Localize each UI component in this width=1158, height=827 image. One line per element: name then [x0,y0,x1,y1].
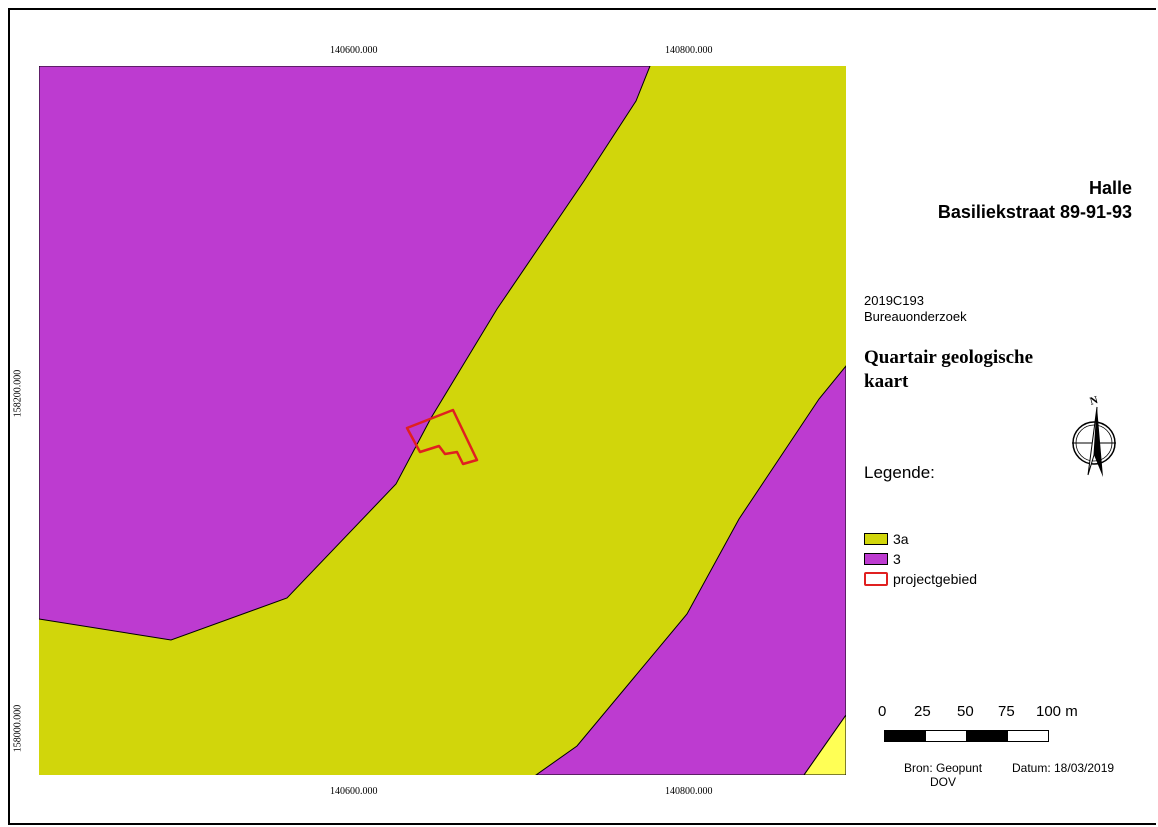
legend-item-3: 3 [864,549,977,569]
legend-title: Legende: [864,463,935,482]
project-area-outline [405,408,479,466]
map-date: Datum: 18/03/2019 [1012,761,1115,775]
legend-swatch-3a [864,533,888,545]
map-title: Halle Basiliekstraat 89-91-93 [870,176,1132,224]
scale-label-0: 0 [878,703,887,720]
geological-map[interactable] [39,66,846,775]
scale-label-100: 100 m [1036,703,1078,720]
legend-item-projectgebied: projectgebied [864,569,977,589]
map-unit-yellow-corner [803,714,846,775]
map-subject-line1: Quartair geologische [864,347,1034,368]
legend-label-3a: 3a [893,531,909,547]
legend-label-3: 3 [893,551,901,567]
legend-item-3a: 3a [864,529,977,549]
coord-top-x1: 140600.000 [330,45,378,56]
scale-label-50: 50 [957,703,974,720]
coord-bottom-x1: 140600.000 [330,786,378,797]
map-subject: Quartair geologische kaart [864,346,1104,394]
scale-label-25: 25 [914,703,931,720]
coord-left-y2: 158000.000 [12,704,24,753]
scale-labels: 0 25 50 75 100 m [874,703,1094,723]
source-line1: Bron: Geopunt [903,761,983,775]
source-credit: Bron: Geopunt DOV [893,761,993,789]
source-line2: DOV [929,775,956,789]
map-layout-frame [8,8,1156,825]
coord-bottom-x2: 140800.000 [665,786,713,797]
legend-label-projectgebied: projectgebied [893,571,978,587]
legend-swatch-projectgebied [864,572,888,586]
map-title-address: Basiliekstraat 89-91-93 [937,202,1132,222]
map-title-place: Halle [1088,178,1132,198]
coord-top-x2: 140800.000 [665,45,713,56]
project-type: Bureauonderzoek [864,309,967,324]
scale-bar [884,730,1049,742]
scale-label-75: 75 [998,703,1015,720]
legend-swatch-3 [864,553,888,565]
map-subject-line2: kaart [864,371,909,392]
svg-text:N: N [1089,394,1100,408]
legend: 3a 3 projectgebied [864,529,977,589]
project-info: 2019C193 Bureauonderzoek [864,293,967,325]
north-arrow-icon: N [1072,394,1116,477]
project-code: 2019C193 [864,293,924,308]
coord-left-y1: 158200.000 [12,369,24,418]
